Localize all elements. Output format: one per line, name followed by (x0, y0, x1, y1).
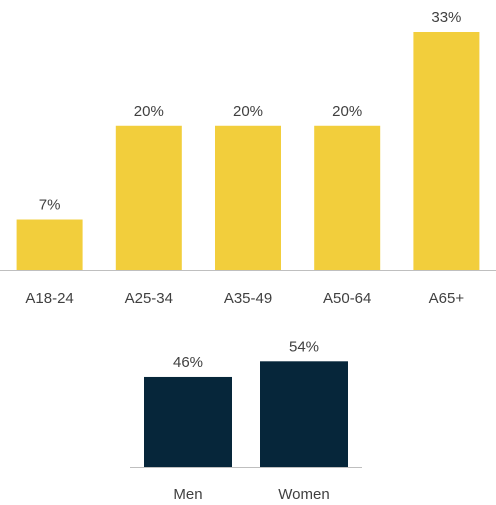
age-bar-chart: 7% A18-24 20% A25-34 20% A35-49 20% A50-64 33% A6… (0, 9, 496, 307)
tick-label-a35-49: A35-49 (224, 290, 272, 307)
tick-label-women: Women (278, 486, 329, 503)
bar-a35-49 (215, 125, 281, 271)
bar-men (144, 376, 232, 467)
data-label-a25-34: 20% (134, 103, 164, 120)
bar-women (260, 361, 348, 467)
data-label-women: 54% (289, 338, 319, 355)
data-label-a50-64: 20% (332, 103, 362, 120)
bar-a18-24 (16, 219, 83, 270)
bar-a65 (413, 32, 480, 270)
data-label-a65: 33% (431, 9, 461, 26)
tick-label-a25-34: A25-34 (125, 290, 173, 307)
tick-label-a65: A65+ (429, 290, 465, 307)
data-label-a18-24: 7% (39, 197, 61, 214)
gender-bar-chart: 46% Men 54% Women (130, 338, 362, 503)
tick-label-a18-24: A18-24 (25, 290, 73, 307)
data-label-a35-49: 20% (233, 103, 263, 120)
bar-a25-34 (115, 125, 182, 271)
tick-label-men: Men (173, 486, 202, 503)
data-label-men: 46% (173, 354, 203, 371)
bar-a50-64 (314, 125, 381, 271)
tick-label-a50-64: A50-64 (323, 290, 371, 307)
